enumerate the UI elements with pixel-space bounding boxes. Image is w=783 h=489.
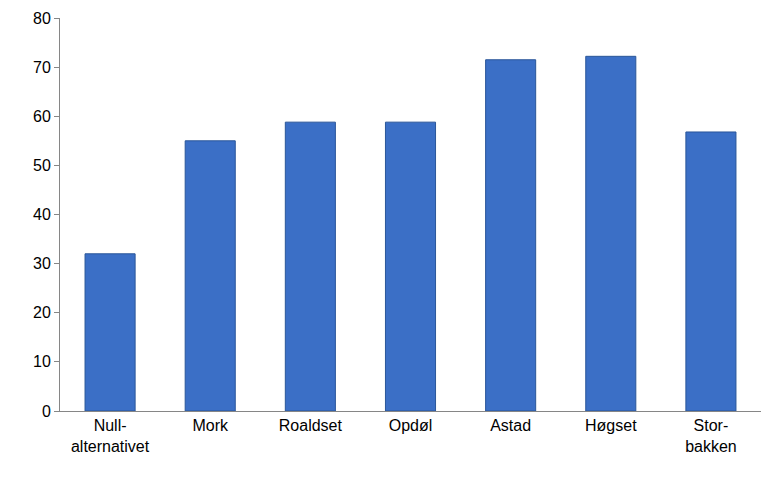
- svg-text:20: 20: [33, 304, 51, 321]
- svg-text:Astad: Astad: [490, 417, 531, 434]
- svg-text:30: 30: [33, 255, 51, 272]
- svg-text:Høgset: Høgset: [585, 417, 637, 434]
- svg-text:0: 0: [42, 403, 51, 420]
- svg-text:50: 50: [33, 157, 51, 174]
- svg-text:Opdøl: Opdøl: [389, 417, 433, 434]
- svg-text:80: 80: [33, 10, 51, 27]
- svg-text:Mork: Mork: [192, 417, 229, 434]
- svg-text:Null-alternativet: Null-alternativet: [71, 417, 150, 455]
- svg-text:40: 40: [33, 206, 51, 223]
- svg-text:70: 70: [33, 59, 51, 76]
- svg-text:60: 60: [33, 108, 51, 125]
- svg-text:Stor-bakken: Stor-bakken: [685, 417, 737, 455]
- svg-text:Roaldset: Roaldset: [279, 417, 343, 434]
- svg-text:10: 10: [33, 353, 51, 370]
